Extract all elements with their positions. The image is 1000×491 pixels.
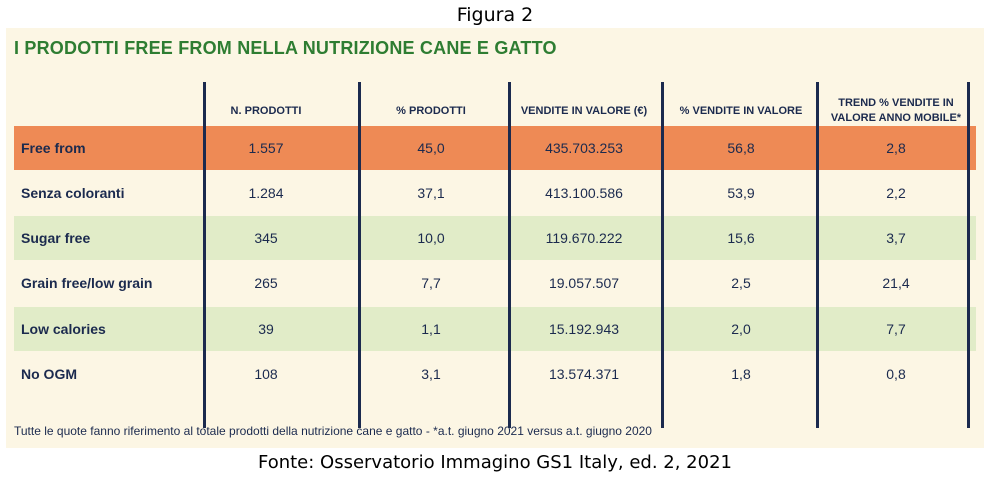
table-cell: 53,9 [727,185,755,201]
table-cell: 345 [254,230,278,246]
table-cell: 3,7 [886,230,906,246]
column-divider [203,82,206,428]
table-cell: 413.100.586 [545,185,623,201]
row-label: Senza coloranti [21,185,125,201]
table-row: Low calories 39 1,1 15.192.943 2,0 7,7 [14,307,976,351]
row-label: Low calories [21,321,106,337]
table-cell: 15.192.943 [548,321,620,337]
table-row: Sugar free 345 10,0 119.670.222 15,6 3,7 [14,216,976,260]
table-cell: 19.057.507 [548,275,620,291]
table-cell: 56,8 [727,140,755,156]
table-note: Tutte le quote fanno riferimento al tota… [14,424,652,438]
table-row: Senza coloranti 1.284 37,1 413.100.586 53,9 2… [14,171,976,215]
table-cell: 21,4 [882,275,910,291]
row-label: Sugar free [21,230,91,246]
column-divider [358,82,361,428]
table-cell: 435.703.253 [545,140,623,156]
table-row: Grain free/low grain 265 7,7 19.057.507 2,5 2… [14,261,976,305]
row-label: Grain free/low grain [21,275,153,291]
column-divider [508,82,511,428]
table-cell: 10,0 [417,230,445,246]
figure-label: Figura 2 [456,4,534,26]
table-cell: 45,0 [417,140,445,156]
row-label: Free from [21,140,86,156]
table-row: No OGM 108 3,1 13.574.371 1,8 0,8 [14,352,976,396]
table-cell: 1,8 [731,366,751,382]
source-caption: Fonte: Osservatorio Immagino GS1 Italy, … [257,452,732,473]
table-cell: 7,7 [421,275,441,291]
table-cell: 7,7 [886,321,906,337]
row-label: No OGM [21,366,77,382]
table-cell: 39 [258,321,274,337]
table-cell: 1,1 [421,321,441,337]
table-cell: 2,2 [886,185,906,201]
column-header: % PRODOTTI [396,104,466,117]
table-cell: 3,1 [421,366,441,382]
column-divider [661,82,664,428]
table-cell: 2,5 [731,275,751,291]
table-cell: 1.557 [248,140,284,156]
column-divider [816,82,819,428]
table-cell: 1.284 [248,185,284,201]
table-panel: I PRODOTTI FREE FROM NELLA NUTRIZIONE CA… [6,28,984,448]
column-header: % VENDITE IN VALORE [679,104,803,117]
table-cell: 13.574.371 [548,366,620,382]
column-divider [967,82,970,428]
column-header: TREND % VENDITE IN VALORE ANNO MOBILE* [830,97,962,124]
table-cell: 0,8 [886,366,906,382]
table-cell: 37,1 [417,185,445,201]
table-cell: 2,0 [731,321,751,337]
column-header: N. PRODOTTI [230,104,302,117]
table-cell: 2,8 [886,140,906,156]
table-cell: 108 [254,366,278,382]
table-cell: 119.670.222 [545,230,623,246]
table-row: Free from 1.557 45,0 435.703.253 56,8 2,8 [14,126,976,170]
column-header: VENDITE IN VALORE (€) [520,104,648,117]
table-cell: 265 [254,275,278,291]
table-title: I PRODOTTI FREE FROM NELLA NUTRIZIONE CA… [14,38,557,58]
table-cell: 15,6 [727,230,755,246]
